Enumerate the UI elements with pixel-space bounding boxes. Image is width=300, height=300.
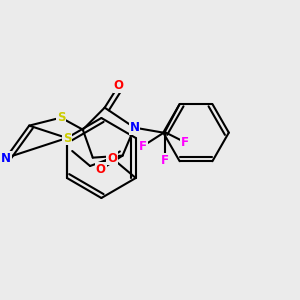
- Text: F: F: [161, 154, 169, 166]
- Text: O: O: [96, 163, 106, 176]
- Text: O: O: [107, 152, 117, 164]
- Text: O: O: [114, 79, 124, 92]
- Text: F: F: [181, 136, 189, 148]
- Text: F: F: [139, 140, 147, 153]
- Text: S: S: [57, 111, 65, 124]
- Text: S: S: [63, 131, 71, 145]
- Text: N: N: [1, 152, 11, 164]
- Text: N: N: [130, 121, 140, 134]
